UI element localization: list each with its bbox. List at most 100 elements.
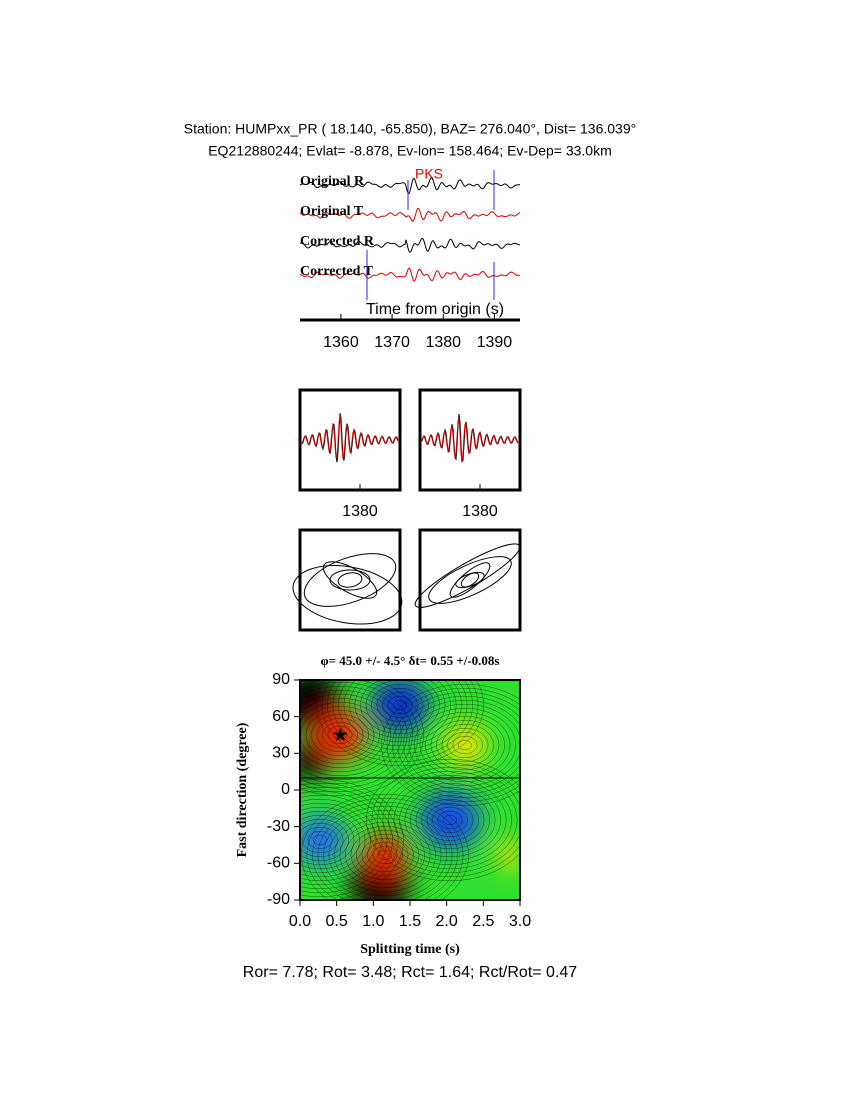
- y-tick-label: -60: [267, 855, 290, 872]
- contour: [327, 725, 353, 745]
- contour: [393, 778, 507, 862]
- contour: [316, 680, 484, 767]
- y-tick-label: -30: [267, 818, 290, 835]
- contour: [388, 774, 512, 866]
- contour: [302, 826, 338, 854]
- contour: [371, 683, 429, 727]
- trace: [299, 177, 521, 195]
- particle-panels: 1380 1380: [292, 388, 522, 632]
- trace: [421, 418, 519, 462]
- contour: [322, 721, 358, 749]
- contour: [300, 814, 355, 866]
- trace: [301, 414, 399, 460]
- particle-motion: [414, 543, 521, 608]
- contour: [300, 790, 388, 890]
- contour: [452, 735, 478, 755]
- x-tick-label: 1380: [462, 503, 498, 520]
- motion-ellipse: [337, 572, 363, 588]
- contour: [408, 703, 520, 787]
- contour: [312, 801, 458, 900]
- blob: [443, 723, 487, 767]
- contour: [317, 805, 453, 900]
- x-tick-label: 2.0: [436, 913, 458, 930]
- grid-title: φ= 45.0 +/- 4.5° δt= 0.55 +/-0.08s: [321, 653, 500, 668]
- contour: [301, 793, 469, 900]
- motion-ellipse: [322, 561, 378, 599]
- contour: [430, 719, 500, 771]
- contour: [387, 695, 413, 715]
- contour: [300, 782, 399, 898]
- x-axis-label: Splitting time (s): [360, 942, 460, 957]
- panel-frame: [298, 388, 402, 492]
- trace: [299, 267, 521, 283]
- contour: [404, 786, 496, 854]
- contour: [311, 713, 369, 757]
- contour: [300, 794, 382, 886]
- contour: [356, 833, 414, 877]
- grid-search-panel: 0.0 0.5 1.0 1.5 2.0 2.5 3.0 -90 -60 -30 0 30 60 90: [267, 671, 531, 930]
- trace: [301, 413, 399, 463]
- contour: [392, 691, 520, 799]
- contour: [307, 830, 333, 850]
- contour: [393, 699, 407, 711]
- contour: [343, 680, 457, 747]
- x-tick-label: 1.0: [362, 913, 384, 930]
- trace-label: Corrected R: [300, 234, 375, 249]
- contour: [367, 841, 403, 869]
- x-tick-label: 1390: [477, 334, 513, 351]
- contour: [300, 689, 402, 781]
- trace: [421, 413, 519, 463]
- contour: [354, 680, 446, 739]
- best-fit-star: [333, 727, 348, 742]
- contour: [376, 687, 424, 723]
- contour: [366, 758, 520, 882]
- waveform-panel: Original R Original T Corrected R Corrected…: [299, 174, 521, 351]
- panel-frame: [418, 528, 522, 632]
- y-axis-label: Fast direction (degree): [235, 722, 250, 857]
- phase-label: PKS: [415, 166, 443, 182]
- y-tick-label: 30: [272, 745, 290, 762]
- x-tick-label: 1370: [374, 334, 410, 351]
- trace-label: Corrected T: [300, 264, 374, 279]
- panel-frame: [418, 388, 522, 492]
- contour: [300, 806, 366, 874]
- x-tick-label: 0.5: [326, 913, 348, 930]
- contour: [300, 685, 408, 785]
- contour: [300, 680, 424, 797]
- contour: [382, 770, 518, 870]
- contour: [381, 683, 520, 807]
- contour: [386, 687, 520, 803]
- contour: [316, 717, 364, 753]
- header-line: Station: HUMPxx_PR ( 18.140, -65.850), B…: [184, 121, 636, 137]
- contour: [425, 715, 505, 775]
- y-tick-label: 0: [281, 781, 290, 798]
- x-tick-label: 1380: [342, 503, 378, 520]
- blob: [420, 790, 480, 850]
- contour: [414, 707, 516, 783]
- contour: [313, 834, 327, 846]
- contour: [300, 786, 393, 894]
- contour: [300, 778, 404, 900]
- contour: [300, 818, 349, 862]
- motion-ellipse: [455, 571, 485, 589]
- panel-frame: [298, 528, 402, 632]
- y-tick-label: 90: [272, 671, 290, 688]
- contour: [441, 727, 489, 763]
- contour: [458, 739, 472, 751]
- trace: [299, 207, 521, 222]
- motion-ellipse: [428, 556, 512, 604]
- x-tick-label: 1360: [323, 334, 359, 351]
- contour: [338, 680, 462, 751]
- contour: [443, 814, 457, 826]
- x-tick-label: 2.5: [472, 913, 494, 930]
- contour: [332, 680, 468, 755]
- y-tick-label: 60: [272, 708, 290, 725]
- x-axis-label: Time from origin (s): [366, 301, 504, 318]
- contour: [426, 802, 474, 838]
- contour: [300, 701, 386, 769]
- contour: [399, 782, 501, 858]
- blob: [300, 815, 345, 865]
- motion-ellipse: [460, 572, 480, 588]
